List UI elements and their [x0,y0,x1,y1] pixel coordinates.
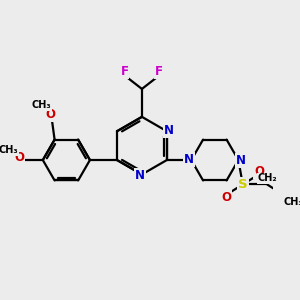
Text: N: N [164,124,174,137]
Text: CH₃: CH₃ [0,146,19,155]
Text: CH₃: CH₃ [32,100,51,110]
Text: S: S [238,178,247,191]
Text: CH₂: CH₂ [257,173,277,183]
Text: O: O [221,191,231,204]
Text: O: O [45,108,55,121]
Text: O: O [14,151,24,164]
Text: CH₃: CH₃ [284,197,300,207]
Text: F: F [155,65,164,78]
Text: O: O [254,165,264,178]
Text: N: N [236,154,246,167]
Text: N: N [184,153,194,166]
Text: N: N [135,169,145,182]
Text: F: F [121,65,128,78]
